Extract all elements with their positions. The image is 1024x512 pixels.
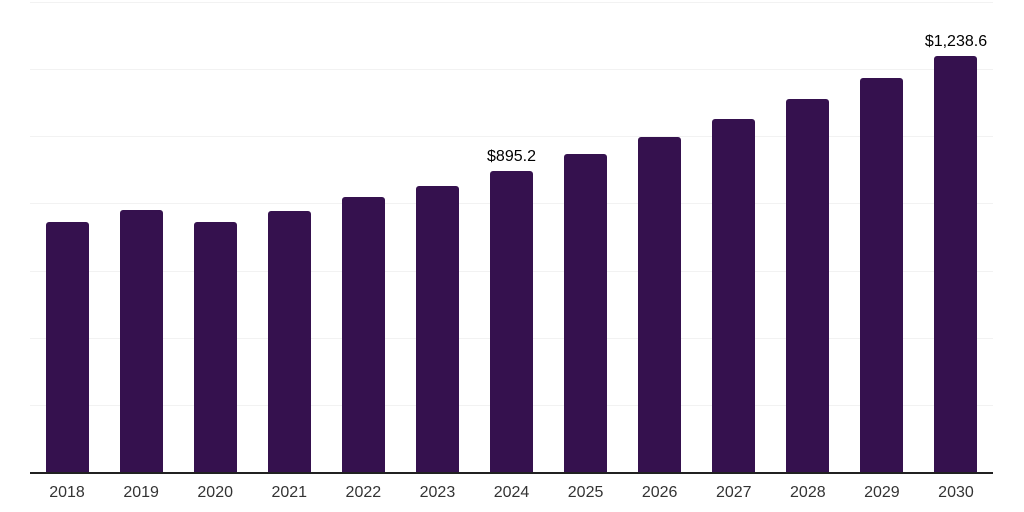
gridline-1400 bbox=[30, 2, 993, 3]
x-tick-2028: 2028 bbox=[790, 484, 826, 501]
x-tick-2022: 2022 bbox=[345, 484, 382, 501]
x-tick-2021: 2021 bbox=[271, 484, 308, 501]
bar-2026[interactable] bbox=[638, 137, 682, 472]
bar-2028[interactable] bbox=[786, 99, 830, 472]
bar-2030[interactable] bbox=[934, 56, 978, 472]
gridline-1000 bbox=[30, 136, 993, 138]
bar-2029[interactable] bbox=[860, 78, 904, 472]
x-tick-2020: 2020 bbox=[197, 484, 233, 501]
x-axis-labels: 2018 2019 2020 2021 2022 2023 2024 2025 2026 2027… bbox=[30, 484, 993, 502]
x-tick-2029: 2029 bbox=[864, 484, 900, 501]
bar-2023[interactable] bbox=[415, 185, 459, 472]
bar-2027[interactable] bbox=[712, 119, 756, 472]
bar-2021[interactable] bbox=[267, 211, 311, 472]
x-tick-2023: 2023 bbox=[419, 484, 456, 501]
x-tick-2027: 2027 bbox=[715, 484, 752, 501]
x-tick-2025: 2025 bbox=[567, 484, 604, 501]
x-tick-2019: 2019 bbox=[123, 484, 159, 501]
bar-2019[interactable] bbox=[119, 210, 163, 472]
bar-2020[interactable] bbox=[193, 222, 237, 472]
bar-2025[interactable] bbox=[564, 154, 608, 472]
x-tick-2026: 2026 bbox=[641, 484, 678, 501]
plot-area: $895.2 $1,238.6 bbox=[30, 2, 993, 474]
x-tick-2030: 2030 bbox=[938, 484, 974, 501]
bar-2022[interactable] bbox=[341, 197, 385, 472]
x-tick-2018: 2018 bbox=[49, 484, 85, 501]
bar-2024[interactable] bbox=[490, 171, 533, 472]
bar-2018[interactable] bbox=[45, 221, 89, 472]
data-label-2024: $895.2 bbox=[487, 148, 536, 166]
gridline-1200 bbox=[30, 69, 993, 71]
data-label-2030: $1,238.6 bbox=[924, 33, 988, 51]
x-tick-2024: 2024 bbox=[493, 484, 530, 501]
